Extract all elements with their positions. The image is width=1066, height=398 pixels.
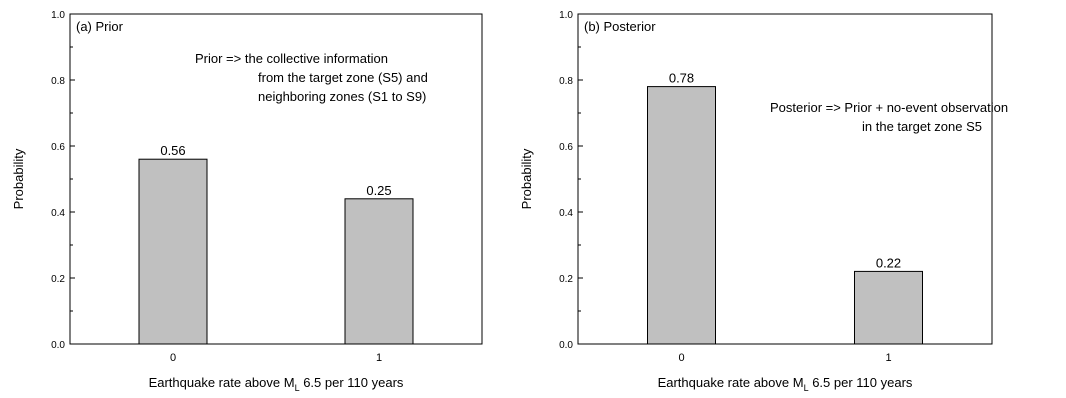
bar — [138, 158, 208, 345]
y-tick-label: 0.6 — [51, 142, 65, 153]
x-tick-label: 1 — [376, 352, 382, 364]
y-tick-label: 0.2 — [51, 274, 65, 285]
panel-posterior: (b) Posterior Posterior => Prior + no-ev… — [519, 10, 1008, 393]
x-axis-label-rest: 6.5 per 110 years — [809, 375, 913, 390]
x-axis-label-main: Earthquake rate above M — [658, 375, 804, 390]
panel-label: (b) Posterior — [584, 19, 656, 34]
panel-label: (a) Prior — [76, 19, 124, 34]
panel-prior: (a) Prior Prior => the collective inform… — [11, 10, 483, 393]
plot-frame — [577, 13, 993, 345]
x-axis-label-subscript: L — [295, 383, 300, 393]
x-tick-label: 0 — [170, 352, 176, 364]
y-tick-label: 0.0 — [51, 340, 65, 351]
y-axis-label: Probability — [519, 148, 534, 209]
x-axis-label: Earthquake rate above ML 6.5 per 110 yea… — [149, 375, 404, 393]
annotation: Posterior => Prior + no-event observatio… — [770, 100, 1008, 134]
y-tick-label: 0.8 — [559, 76, 573, 87]
annotation: Prior => the collective information from… — [195, 51, 428, 104]
bar — [647, 86, 716, 345]
x-axis-label-subscript: L — [804, 383, 809, 393]
y-tick-label: 0.2 — [559, 274, 573, 285]
annotation-line-1: Posterior => Prior + no-event observatio… — [770, 100, 1008, 115]
data-label: 0.25 — [366, 183, 391, 198]
y-axis-ticks: 0.0 0.2 0.4 0.6 0.8 1.0 — [51, 10, 75, 351]
data-label: 0.78 — [669, 71, 694, 86]
bar — [854, 270, 923, 345]
y-tick-label: 1.0 — [51, 10, 65, 21]
y-tick-label: 0.4 — [559, 208, 573, 219]
annotation-line-2: from the target zone (S5) and — [258, 70, 428, 85]
x-axis-label-rest: 6.5 per 110 years — [300, 375, 404, 390]
annotation-line-2: in the target zone S5 — [862, 119, 982, 134]
data-label: 0.22 — [876, 255, 901, 270]
x-axis-label: Earthquake rate above ML 6.5 per 110 yea… — [658, 375, 913, 393]
bar — [344, 198, 414, 345]
x-axis-label-main: Earthquake rate above M — [149, 375, 295, 390]
y-tick-label: 1.0 — [559, 10, 573, 21]
bars: 0.78 0.22 — [647, 71, 923, 345]
y-tick-label: 0.0 — [559, 340, 573, 351]
annotation-line-3: neighboring zones (S1 to S9) — [258, 89, 426, 104]
y-axis-label: Probability — [11, 148, 26, 209]
x-tick-label: 0 — [678, 352, 684, 364]
bars: 0.56 0.25 — [138, 143, 414, 345]
y-tick-label: 0.4 — [51, 208, 65, 219]
y-tick-label: 0.8 — [51, 76, 65, 87]
annotation-line-1: Prior => the collective information — [195, 51, 388, 66]
data-label: 0.56 — [160, 143, 185, 158]
y-axis-ticks: 0.0 0.2 0.4 0.6 0.8 1.0 — [559, 10, 583, 351]
x-tick-label: 1 — [885, 352, 891, 364]
y-tick-label: 0.6 — [559, 142, 573, 153]
